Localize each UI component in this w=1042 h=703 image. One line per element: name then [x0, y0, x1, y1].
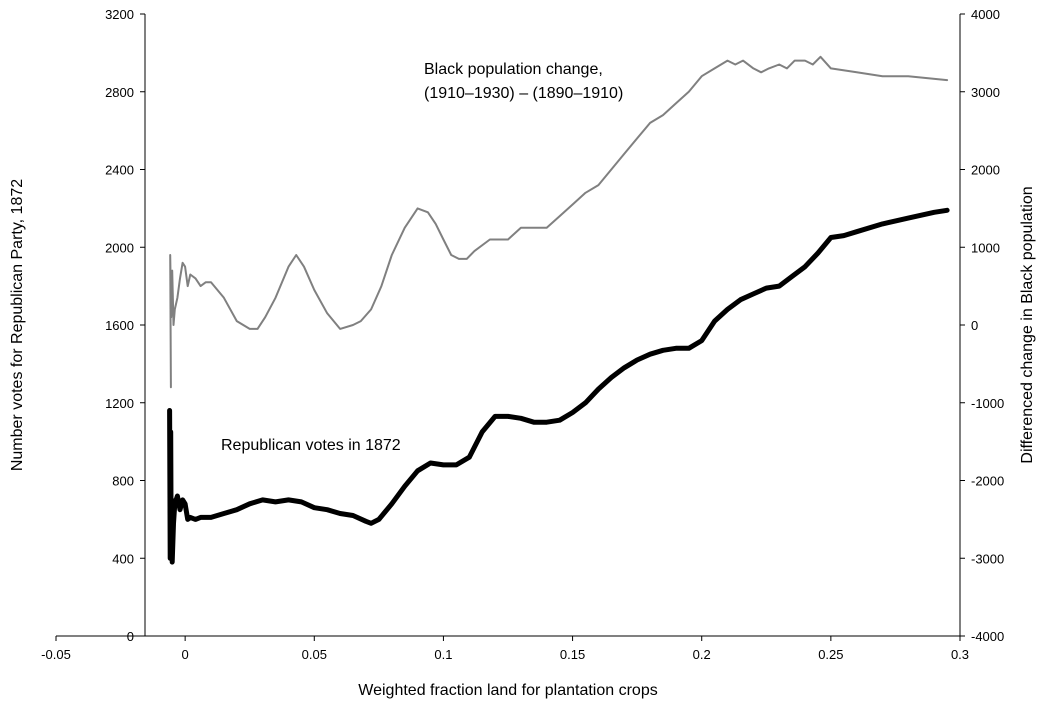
y-right-tick-label: 3000 [971, 85, 1000, 100]
black-population-annotation-line-1: Black population change, [424, 61, 603, 78]
x-tick-label: 0.05 [302, 647, 327, 662]
republican-votes-annotation-line-1: Republican votes in 1872 [221, 437, 401, 454]
y-left-tick-label: 1200 [105, 396, 134, 411]
y-left-tick-label: 400 [112, 551, 134, 566]
black-population-annotation-line-2: (1910–1930) – (1890–1910) [424, 85, 623, 102]
y-left-tick-label: 2000 [105, 240, 134, 255]
y-right-tick-label: -1000 [971, 396, 1004, 411]
y-right-tick-label: 4000 [971, 7, 1000, 22]
y-right-tick-label: -2000 [971, 474, 1004, 489]
y-left-tick-label: 3200 [105, 7, 134, 22]
x-tick-label: 0.15 [560, 647, 585, 662]
republican-votes-annotation: Republican votes in 1872 [221, 437, 401, 454]
black_population_change-line [169, 55, 949, 389]
y-left-tick-label: 2400 [105, 163, 134, 178]
x-tick-label: 0.3 [951, 647, 969, 662]
x-axis-title: Weighted fraction land for plantation cr… [358, 682, 657, 699]
black-population-annotation: Black population change, (1910–1930) – (… [424, 61, 623, 102]
x-tick-label: 0.2 [693, 647, 711, 662]
y-right-tick-label: 0 [971, 318, 978, 333]
y-axis-left-title: Number votes for Republican Party, 1872 [9, 179, 26, 471]
x-tick-label: 0.1 [434, 647, 452, 662]
y-left-tick-label: 2800 [105, 85, 134, 100]
x-tick-label: -0.05 [41, 647, 71, 662]
y-right-tick-label: -3000 [971, 551, 1004, 566]
x-tick-label: 0 [182, 647, 189, 662]
y-axis-right-title: Differenced change in Black population [1019, 186, 1036, 463]
y-left-tick-label: 800 [112, 474, 134, 489]
plot-area: -0.05 0 0.05 0.1 0.15 0.2 0.25 0.3 0 400 800 1200 16… [41, 7, 1004, 662]
y-right-tick-label: -4000 [971, 629, 1004, 644]
y-left-tick-label: 1600 [105, 318, 134, 333]
republican_votes-line [167, 207, 950, 565]
y-right-tick-label: 1000 [971, 240, 1000, 255]
x-tick-label: 0.25 [818, 647, 843, 662]
y-left-tick-label: 0 [127, 629, 134, 644]
y-right-tick-label: 2000 [971, 163, 1000, 178]
